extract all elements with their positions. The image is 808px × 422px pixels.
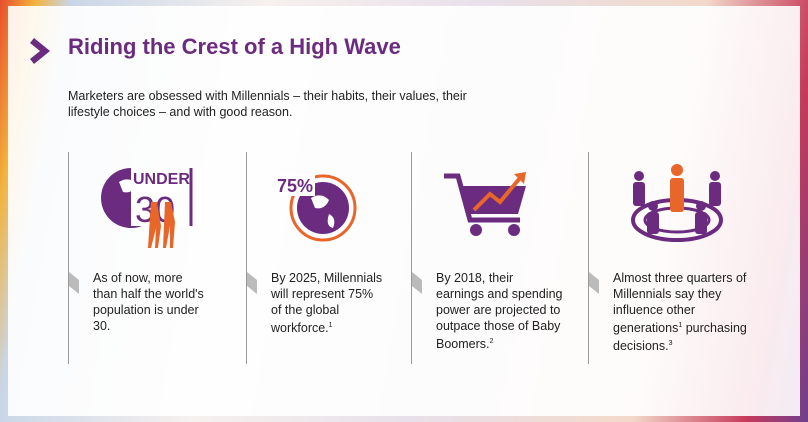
body: By 2018, their earnings and spending pow… — [436, 270, 564, 352]
marker — [412, 272, 422, 294]
icon-text: 75% — [277, 176, 313, 196]
title: Riding the Crest of a High Wave — [68, 34, 401, 59]
footnote: 2 — [489, 338, 494, 345]
marker — [69, 272, 79, 294]
icon-cart — [444, 172, 526, 236]
marker — [247, 272, 257, 294]
chevron — [30, 38, 50, 64]
column: 75% By 2025, Millennials will represent … — [246, 152, 407, 364]
body-text: By 2018, their earnings and spending pow… — [436, 271, 563, 352]
body-text: By 2025, Millennials will represent 75% … — [271, 271, 383, 336]
column: By 2018, their earnings and spending pow… — [411, 152, 582, 364]
footnote: 1 — [678, 322, 683, 329]
icon-people — [631, 164, 723, 242]
column: Almost three quarters of Millennials say… — [588, 152, 789, 364]
intro: Marketers are obsessed with Millennials … — [68, 89, 467, 119]
body-text: Almost three quarters of Millennials say… — [613, 271, 747, 336]
marker — [589, 272, 599, 294]
body: As of now, more than half the world's po… — [93, 270, 205, 334]
column: UNDER 30 As of now, more than half the w… — [68, 152, 239, 364]
footnote: 1 — [328, 322, 333, 329]
body-text: As of now, more than half the world's po… — [93, 271, 204, 333]
body: Almost three quarters of Millennials say… — [613, 270, 753, 354]
footnote: 3 — [668, 340, 673, 348]
icon-text: UNDER — [133, 171, 190, 188]
body-text: purchasing decisions. — [613, 321, 747, 354]
icon-75: 75% — [275, 174, 357, 242]
body: By 2025, Millennials will represent 75% … — [271, 270, 383, 336]
icon-under30: UNDER 30 — [101, 168, 193, 248]
